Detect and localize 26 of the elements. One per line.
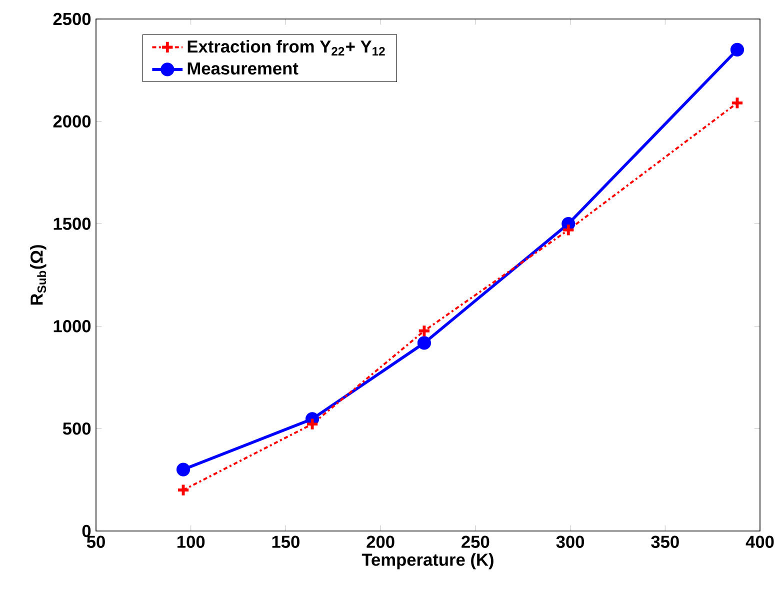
x-tick-label: 200 xyxy=(366,536,394,548)
point xyxy=(730,42,744,57)
x-tick-label: 250 xyxy=(462,536,490,548)
y-tick-label: 0 xyxy=(82,524,91,538)
legend-label: Measurement xyxy=(188,62,298,75)
point xyxy=(305,417,320,431)
x-tick-label: 300 xyxy=(556,536,584,548)
y-tick-label: 2500 xyxy=(53,12,91,26)
y-tick-label: 500 xyxy=(62,422,91,435)
legend-label: Extraction from Y$_{22}$+ Y$_{12}$ xyxy=(188,40,385,56)
y-axis-title: R$_{Sub}$(Ω) xyxy=(30,245,46,305)
point xyxy=(417,336,432,350)
x-tick-label: 350 xyxy=(651,536,679,548)
y-tick-label: 1000 xyxy=(54,320,91,332)
x-axis-title: Temperature (K) xyxy=(362,553,494,570)
x-tick-label: 400 xyxy=(746,536,774,548)
point xyxy=(176,462,190,476)
y-tick-label: 1500 xyxy=(54,218,91,230)
point xyxy=(417,324,432,338)
y-tick-label: 2000 xyxy=(53,115,91,128)
x-tick-label: 50 xyxy=(86,536,105,548)
point xyxy=(176,483,190,497)
point xyxy=(730,96,744,110)
point xyxy=(562,223,576,237)
x-tick-label: 100 xyxy=(177,536,205,548)
x-tick-label: 150 xyxy=(272,536,300,548)
